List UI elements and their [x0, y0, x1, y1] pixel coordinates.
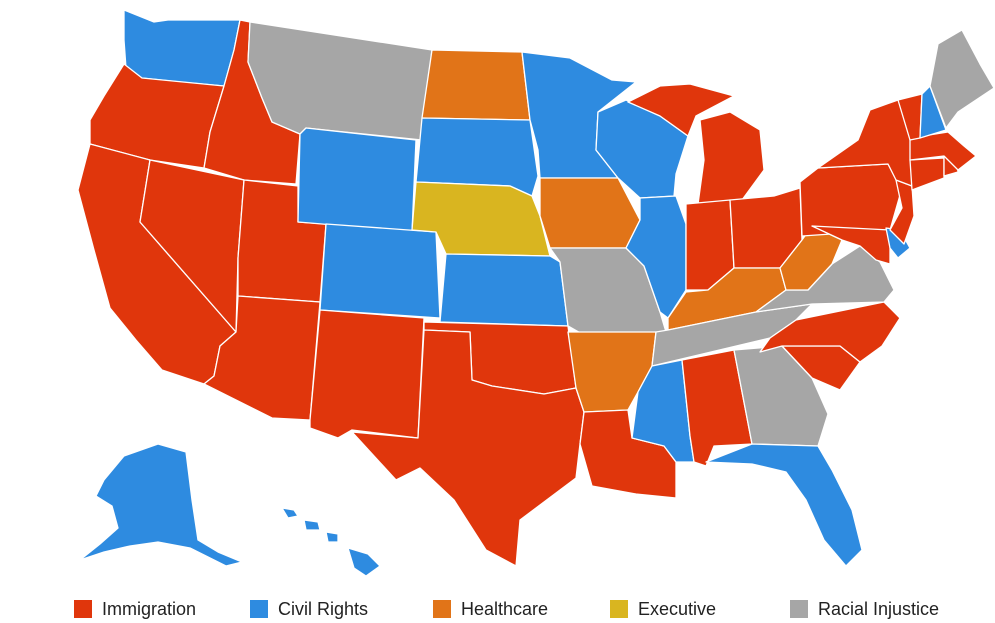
legend-label-executive: Executive	[638, 599, 716, 620]
state-wy[interactable]	[298, 128, 416, 232]
legend-swatch-executive	[610, 600, 628, 618]
legend-item-healthcare: Healthcare	[433, 598, 548, 620]
state-ia[interactable]	[540, 178, 640, 248]
map-legend: Immigration Civil Rights Healthcare Exec…	[0, 594, 995, 623]
legend-label-racial-injustice: Racial Injustice	[818, 599, 939, 620]
state-nm[interactable]	[310, 310, 424, 438]
legend-swatch-racial-injustice	[790, 600, 808, 618]
legend-swatch-civil-rights	[250, 600, 268, 618]
state-co[interactable]	[320, 224, 440, 318]
state-ak[interactable]	[80, 444, 242, 566]
legend-swatch-immigration	[74, 600, 92, 618]
state-hi[interactable]	[282, 508, 380, 576]
state-fl[interactable]	[706, 444, 862, 566]
legend-label-civil-rights: Civil Rights	[278, 599, 368, 620]
legend-item-civil-rights: Civil Rights	[250, 598, 368, 620]
state-mi-lp[interactable]	[698, 112, 764, 204]
state-ct[interactable]	[910, 158, 944, 190]
legend-swatch-healthcare	[433, 600, 451, 618]
legend-label-immigration: Immigration	[102, 599, 196, 620]
state-ks[interactable]	[440, 254, 568, 326]
legend-item-immigration: Immigration	[74, 598, 196, 620]
state-nd[interactable]	[422, 50, 530, 120]
state-pa[interactable]	[800, 164, 902, 236]
state-wa[interactable]	[124, 10, 240, 86]
legend-item-executive: Executive	[610, 598, 716, 620]
us-states-map	[0, 0, 995, 590]
legend-label-healthcare: Healthcare	[461, 599, 548, 620]
legend-item-racial-injustice: Racial Injustice	[790, 598, 939, 620]
state-mt[interactable]	[248, 22, 432, 140]
